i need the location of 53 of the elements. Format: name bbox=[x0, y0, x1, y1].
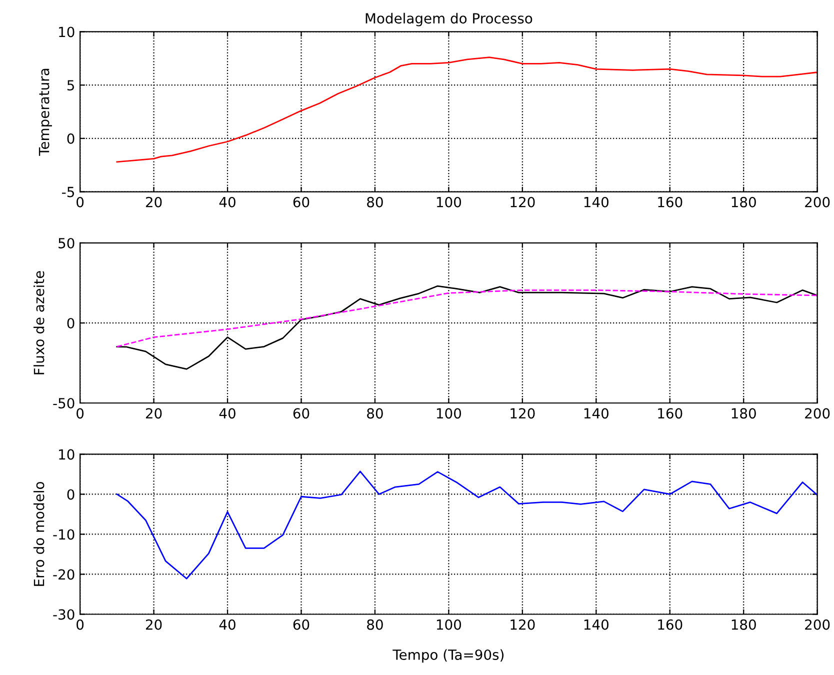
x-tick-label: 160 bbox=[658, 619, 682, 630]
y-tick-label: 10 bbox=[59, 26, 74, 38]
x-tick-label: 60 bbox=[293, 408, 310, 419]
x-tick-label: 20 bbox=[146, 196, 162, 208]
x-tick-label: 20 bbox=[146, 408, 162, 419]
x-tick-label: 40 bbox=[219, 408, 236, 419]
x-tick-label: 140 bbox=[584, 196, 608, 208]
x-tick-label: 180 bbox=[732, 196, 756, 208]
y-tick-label: 0 bbox=[67, 133, 74, 144]
x-tick-label: 60 bbox=[293, 619, 310, 630]
x-tick-label: 0 bbox=[76, 619, 84, 630]
x-tick-label: 100 bbox=[436, 408, 462, 419]
line-series bbox=[116, 289, 818, 348]
x-tick-label: 200 bbox=[805, 196, 830, 208]
x-tick-label: 120 bbox=[510, 619, 535, 630]
y-tick-label: -30 bbox=[53, 609, 74, 620]
y-tick-label: 0 bbox=[67, 489, 74, 500]
x-tick-label: 180 bbox=[732, 619, 756, 630]
y-tick-label: 0 bbox=[67, 318, 74, 328]
y-tick-label: 50 bbox=[58, 238, 74, 248]
x-tick-label: 120 bbox=[510, 408, 535, 419]
x-tick-label: 40 bbox=[219, 619, 236, 630]
x-tick-label: 0 bbox=[76, 196, 84, 208]
x-tick-label: 40 bbox=[219, 196, 236, 208]
x-tick-label: 140 bbox=[584, 408, 608, 419]
y-tick-label: -10 bbox=[53, 529, 74, 540]
y-tick-label: 10 bbox=[59, 449, 74, 460]
x-tick-label: 200 bbox=[805, 408, 830, 419]
x-tick-label: 80 bbox=[367, 408, 383, 419]
x-tick-label: 200 bbox=[805, 619, 830, 630]
x-tick-label: 160 bbox=[658, 408, 682, 419]
x-tick-label: 140 bbox=[584, 619, 608, 630]
x-tick-label: 120 bbox=[510, 196, 535, 208]
y-tick-label: 5 bbox=[67, 80, 74, 91]
x-tick-label: 80 bbox=[367, 196, 383, 208]
line-series bbox=[116, 56, 818, 163]
y-axis-title: Fluxo de azeite bbox=[34, 271, 44, 374]
chart-title: Modelagem do Processo bbox=[366, 12, 532, 26]
x-tick-label: 80 bbox=[367, 619, 383, 630]
y-tick-label: -5 bbox=[62, 186, 74, 198]
line-series bbox=[116, 470, 818, 580]
x-tick-label: 180 bbox=[732, 408, 756, 419]
y-axis-title: Erro do modelo bbox=[34, 482, 44, 586]
x-axis-title: Tempo (Ta=90s) bbox=[392, 649, 504, 663]
x-tick-label: 0 bbox=[76, 408, 84, 419]
x-tick-label: 60 bbox=[293, 196, 310, 208]
y-axis-title: Temperatura bbox=[38, 68, 52, 156]
y-tick-label: -50 bbox=[53, 398, 74, 408]
x-tick-label: 20 bbox=[146, 619, 162, 630]
y-tick-label: -20 bbox=[53, 569, 74, 580]
x-tick-label: 100 bbox=[436, 619, 462, 630]
x-tick-label: 100 bbox=[436, 196, 462, 208]
x-tick-label: 160 bbox=[658, 196, 682, 208]
